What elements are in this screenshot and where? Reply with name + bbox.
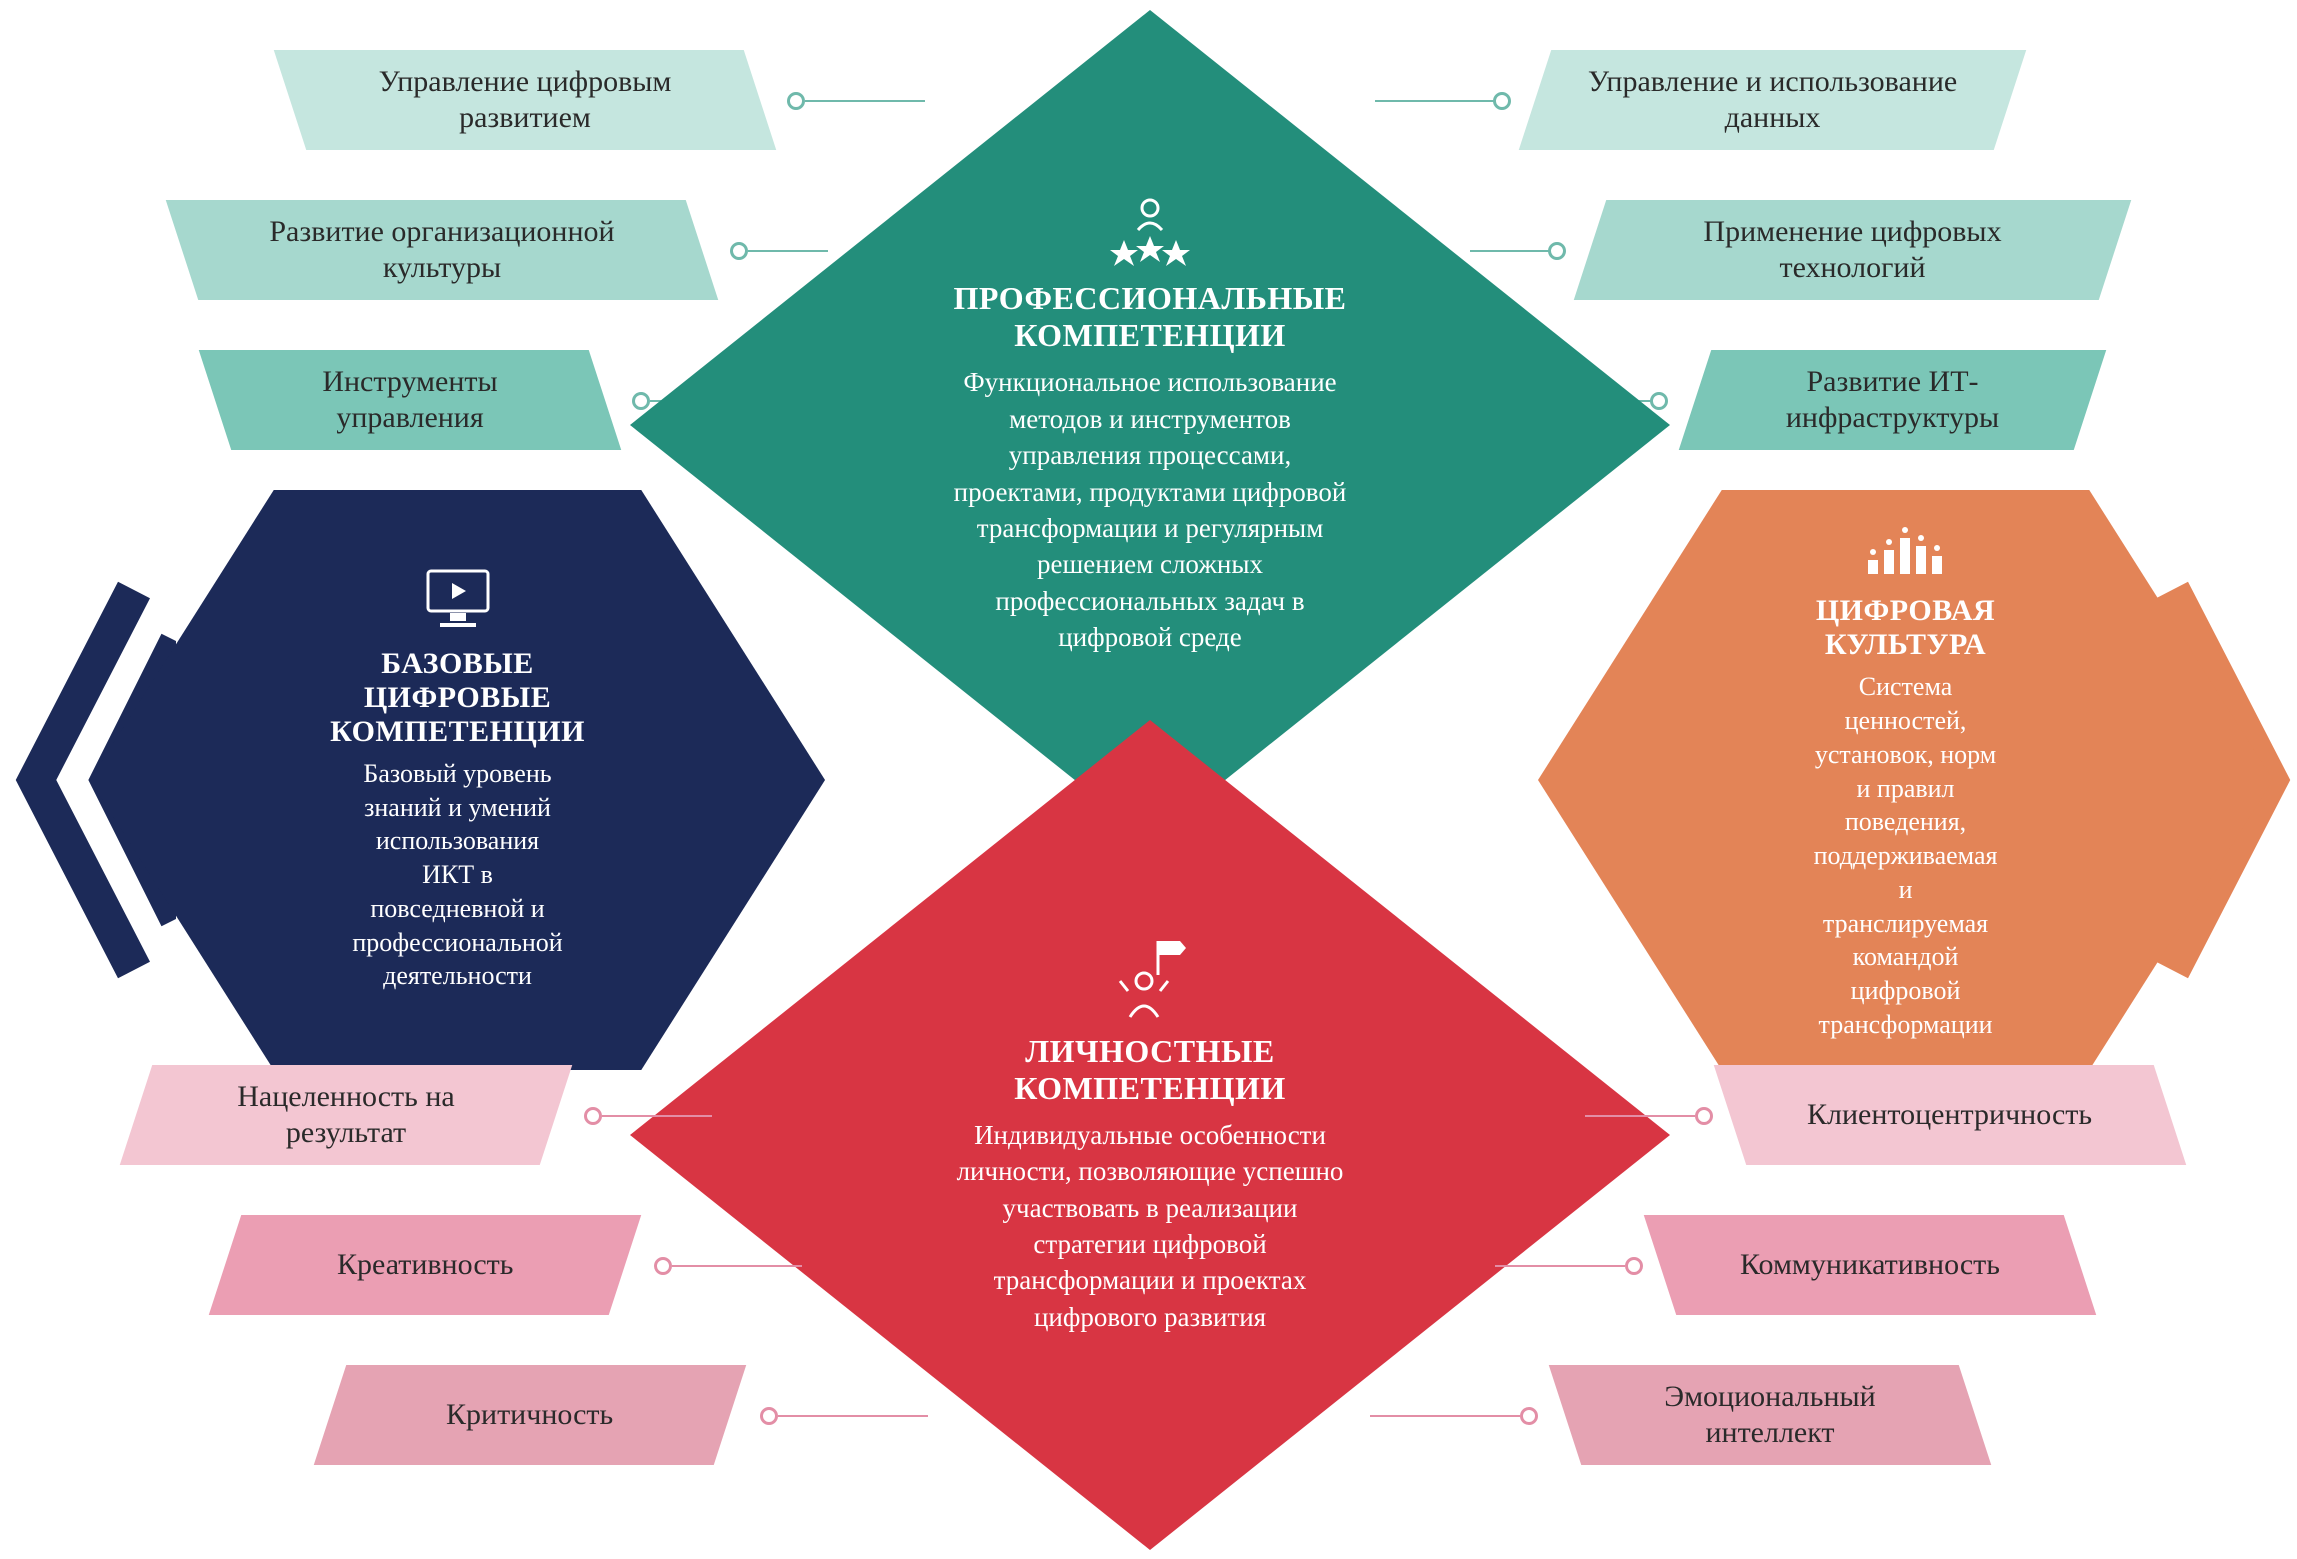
connector-dot xyxy=(1548,242,1566,260)
card-desc: Базовый уровень знаний и умений использо… xyxy=(352,757,562,994)
connector-dot xyxy=(1650,392,1668,410)
label-text: Нацеленность на результат xyxy=(186,1079,506,1151)
top-right-label-2: Применение цифровых технологий xyxy=(1574,200,2131,300)
card-title: ЦИФРОВАЯ КУЛЬТУРА xyxy=(1816,594,1995,662)
label-text: Управление цифровым развитием xyxy=(340,64,710,136)
bot-left-label-2: Креативность xyxy=(209,1215,641,1315)
top-right-label-3: Развитие ИТ-инфраструктуры xyxy=(1679,350,2106,450)
monitor-icon xyxy=(422,567,494,631)
connector-line xyxy=(672,1265,802,1267)
connector-line xyxy=(1495,1265,1625,1267)
connector-line xyxy=(1370,1415,1520,1417)
bot-left-label-1: Нацеленность на результат xyxy=(120,1065,572,1165)
connector-dot xyxy=(632,392,650,410)
label-text: Применение цифровых технологий xyxy=(1640,214,2065,286)
right-hex-card: ЦИФРОВАЯ КУЛЬТУРА Система ценностей, уст… xyxy=(1538,490,2273,1070)
bot-left-label-3: Критичность xyxy=(314,1365,746,1465)
connector-dot xyxy=(730,242,748,260)
connector-line xyxy=(602,1115,712,1117)
connector-dot xyxy=(1695,1107,1713,1125)
connector-dot xyxy=(584,1107,602,1125)
label-text: Управление и использование данных xyxy=(1585,64,1960,136)
connector-line xyxy=(748,250,828,252)
top-right-label-1: Управление и использование данных xyxy=(1519,50,2026,150)
label-text: Инструменты управления xyxy=(265,364,555,436)
label-text: Эмоциональный интеллект xyxy=(1615,1379,1925,1451)
connector-dot xyxy=(1625,1257,1643,1275)
card-title: ПРОФЕССИОНАЛЬНЫЕ КОМПЕТЕНЦИИ xyxy=(952,280,1349,354)
team-stars-icon xyxy=(1104,194,1196,266)
label-text: Критичность xyxy=(446,1397,613,1433)
connector-line xyxy=(778,1415,928,1417)
connector-dot xyxy=(1493,92,1511,110)
card-title: ЛИЧНОСТНЫЕ КОМПЕТЕНЦИИ xyxy=(952,1033,1349,1107)
bot-right-label-3: Эмоциональный интеллект xyxy=(1549,1365,1991,1465)
label-text: Коммуникативность xyxy=(1740,1247,2000,1283)
left-hex-card: БАЗОВЫЕ ЦИФРОВЫЕ КОМПЕТЕНЦИИ Базовый уро… xyxy=(90,490,825,1070)
label-text: Развитие организационной культуры xyxy=(232,214,652,286)
infographic-canvas: Управление цифровым развитием Развитие о… xyxy=(0,0,2297,1559)
bot-right-label-1: Клиентоцентричность xyxy=(1714,1065,2186,1165)
label-text: Клиентоцентричность xyxy=(1807,1097,2092,1133)
top-left-label-3: Инструменты управления xyxy=(199,350,621,450)
bottom-diamond-card: ЛИЧНОСТНЫЕ КОМПЕТЕНЦИИ Индивидуальные ос… xyxy=(630,720,1670,1550)
person-flag-icon xyxy=(1110,935,1190,1019)
connector-dot xyxy=(760,1407,778,1425)
connector-line xyxy=(1585,1115,1695,1117)
bot-right-label-2: Коммуникативность xyxy=(1644,1215,2096,1315)
card-desc: Система ценностей, установок, норм и пра… xyxy=(1814,670,1998,1042)
connector-dot xyxy=(1520,1407,1538,1425)
label-text: Креативность xyxy=(337,1247,513,1283)
connector-dot xyxy=(654,1257,672,1275)
label-text: Развитие ИТ-инфраструктуры xyxy=(1745,364,2040,436)
card-desc: Индивидуальные особенности личности, поз… xyxy=(952,1117,1349,1336)
connector-dot xyxy=(787,92,805,110)
connector-line xyxy=(805,100,925,102)
data-bars-icon xyxy=(1864,518,1948,578)
connector-line xyxy=(1470,250,1550,252)
card-title: БАЗОВЫЕ ЦИФРОВЫЕ КОМПЕТЕНЦИИ xyxy=(330,647,585,749)
connector-line xyxy=(1375,100,1495,102)
top-left-label-2: Развитие организационной культуры xyxy=(166,200,718,300)
card-desc: Функциональное использование методов и и… xyxy=(952,364,1349,656)
top-diamond-card: ПРОФЕССИОНАЛЬНЫЕ КОМПЕТЕНЦИИ Функциональ… xyxy=(630,10,1670,840)
top-left-label-1: Управление цифровым развитием xyxy=(274,50,776,150)
